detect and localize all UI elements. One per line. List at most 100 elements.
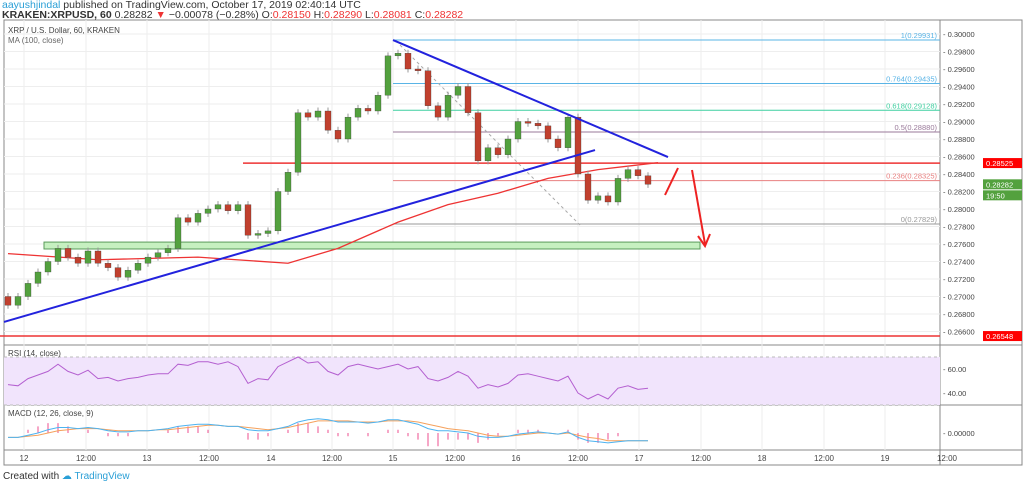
time-tick: 12:00: [76, 454, 97, 463]
low-value: 0.28081: [373, 9, 412, 21]
rsi-tick: - 40.00: [943, 389, 966, 398]
price-tick: - 0.29800: [943, 48, 975, 57]
brand: TradingView: [74, 471, 130, 482]
candle: [204, 208, 212, 214]
candle: [334, 130, 342, 140]
candle: [244, 204, 252, 236]
price-tick: - 0.27200: [943, 275, 975, 284]
candle: [644, 175, 652, 185]
candle: [614, 178, 622, 203]
level-price-label: 0.26548: [986, 332, 1013, 341]
time-tick: 12:00: [568, 454, 589, 463]
arrow-head-icon: [697, 233, 711, 249]
time-tick: 19: [881, 454, 890, 463]
price-tick: - 0.26800: [943, 310, 975, 319]
down-arrow-icon: ▼: [155, 9, 166, 21]
last-price-label: 0.28282: [986, 180, 1013, 189]
candle: [254, 233, 262, 236]
publish-info: aayushjindal published on TradingView.co…: [2, 0, 361, 11]
candle: [24, 283, 32, 297]
symbol: KRAKEN:XRPUSD, 60: [2, 9, 112, 21]
price-chart[interactable]: 12 12:00 13 12:00 14 12:00 15 12:00 16 12:00 17 12:…: [0, 0, 1024, 470]
fib-label: 0.5(0.28880): [894, 123, 937, 132]
candle: [264, 230, 272, 234]
candle: [324, 110, 332, 131]
created-with: Created with: [3, 471, 60, 482]
fib-label: 0(0.27829): [901, 215, 938, 224]
price-tick: - 0.28800: [943, 135, 975, 144]
candle: [454, 86, 462, 96]
price-axis: [939, 19, 1023, 466]
candle: [284, 172, 292, 192]
rsi-legend: RSI (14, close): [8, 349, 61, 358]
fib-label: 0.764(0.29435): [886, 74, 937, 83]
candle: [424, 70, 432, 106]
open-value: 0.28150: [272, 9, 311, 21]
candle: [524, 121, 532, 124]
level-price-badge: [983, 158, 1022, 169]
candle: [274, 191, 282, 232]
high-label: H:: [313, 9, 325, 21]
time-tick: 12:00: [445, 454, 466, 463]
macd-tick: - 0.00000: [943, 429, 975, 438]
candle: [294, 112, 302, 173]
price-change: −0.00078 (−0.28%): [168, 9, 259, 21]
candle: [14, 296, 22, 306]
candle: [164, 248, 172, 253]
price-tick: - 0.27400: [943, 258, 975, 267]
candle: [374, 95, 382, 112]
candle: [394, 53, 402, 57]
high-value: 0.28290: [324, 9, 363, 21]
candle: [124, 270, 132, 278]
rsi-line: [7, 356, 649, 400]
candle: [74, 256, 82, 264]
ma100-line: [7, 161, 659, 264]
candle: [474, 112, 482, 162]
fib-label: 0.236(0.28325): [886, 172, 937, 181]
candle: [604, 195, 612, 203]
candle: [504, 138, 512, 155]
countdown-label: 19:50: [986, 191, 1005, 200]
fib-label: 1(0.29931): [901, 31, 938, 40]
candle: [484, 147, 492, 162]
candle: [224, 204, 232, 211]
countdown-badge: [983, 190, 1022, 201]
time-tick: 12: [20, 454, 29, 463]
rsi-tick: - 60.00: [943, 365, 966, 374]
price-tick: - 0.27000: [943, 293, 975, 302]
last-price: 0.28282: [114, 9, 153, 21]
candle: [234, 204, 242, 211]
support-zone: [43, 241, 701, 250]
time-tick: 13: [143, 454, 152, 463]
macd-legend: MACD (12, 26, close, 9): [8, 409, 94, 418]
chart-title: XRP / U.S. Dollar, 60, KRAKEN: [8, 26, 120, 35]
forecast-up-stroke: [664, 167, 679, 196]
candle: [564, 116, 572, 148]
candle: [494, 147, 502, 155]
candle: [104, 263, 112, 268]
candle: [304, 112, 312, 118]
candle: [444, 95, 452, 118]
forecast-down-arrow: [691, 169, 706, 245]
candle: [574, 116, 582, 175]
candle: [354, 108, 362, 118]
candle: [634, 169, 642, 176]
candle: [34, 271, 42, 284]
candle: [184, 217, 192, 223]
close-value: 0.28282: [425, 9, 464, 21]
publish-text: published on TradingView.com, October 17…: [60, 0, 361, 11]
author-link[interactable]: aayushjindal: [2, 0, 61, 11]
time-tick: 17: [635, 454, 644, 463]
time-tick: 12:00: [814, 454, 835, 463]
ma-legend: MA (100, close): [8, 36, 64, 45]
time-tick: 12:00: [199, 454, 220, 463]
open-label: O:: [261, 9, 273, 21]
tradingview-logo[interactable]: ☁ TradingView: [61, 471, 130, 482]
candle: [624, 169, 632, 179]
descending-resistance-trendline: [392, 39, 669, 158]
candle: [544, 125, 552, 140]
candle: [344, 116, 352, 140]
price-tick: - 0.27800: [943, 223, 975, 232]
macd-line: [8, 418, 648, 444]
price-tick: - 0.27600: [943, 240, 975, 249]
